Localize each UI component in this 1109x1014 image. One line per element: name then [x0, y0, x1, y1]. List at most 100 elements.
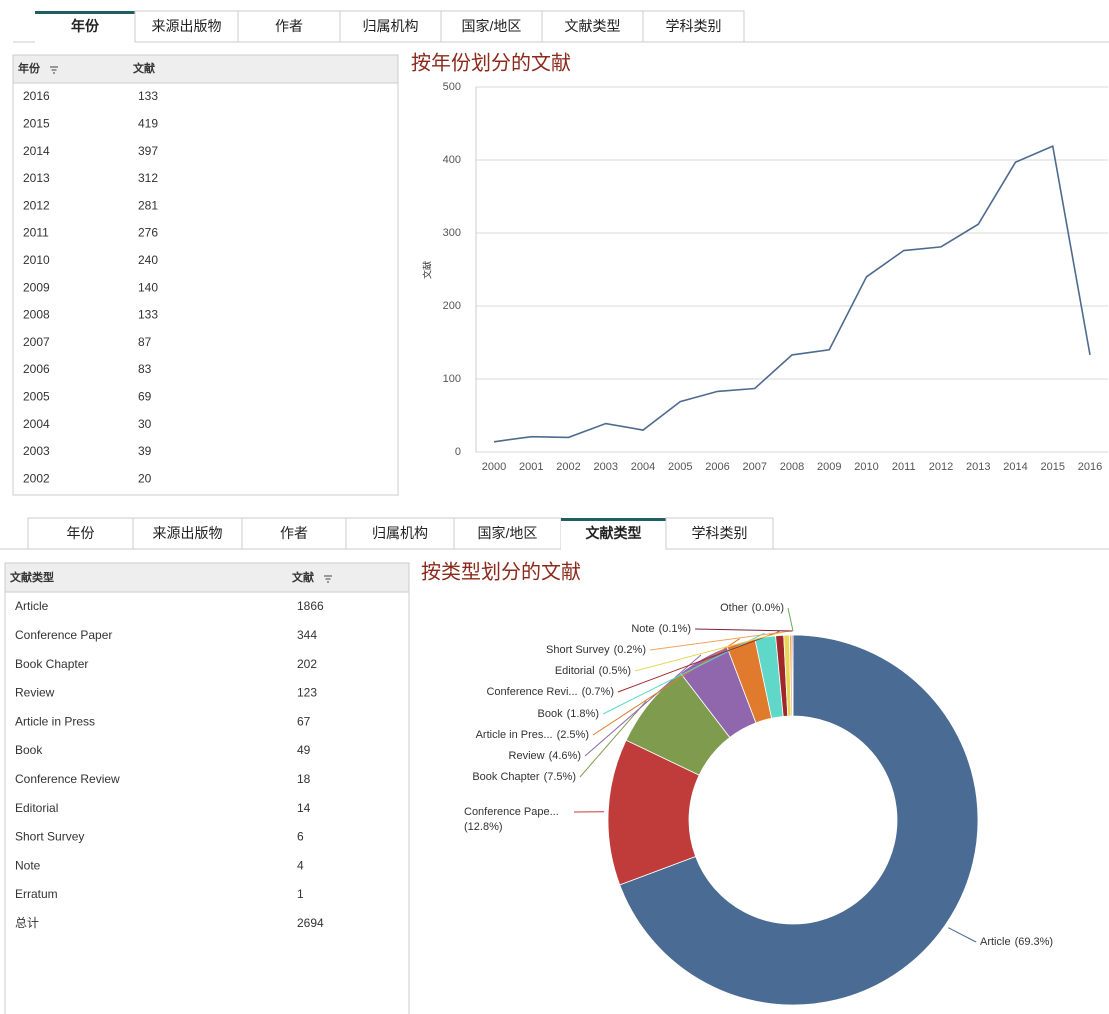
- slice-name: Conference Revi...: [486, 686, 577, 698]
- cell: 133: [138, 89, 158, 103]
- cell: 312: [138, 171, 158, 185]
- tab-label[interactable]: 文献类型: [565, 18, 621, 34]
- tab-label[interactable]: 国家/地区: [462, 18, 522, 34]
- cell: 83: [138, 362, 152, 376]
- y-tick-label: 200: [443, 300, 461, 312]
- tab-label[interactable]: 学科类别: [666, 18, 722, 34]
- x-tick-label: 2011: [892, 461, 916, 473]
- tab-label[interactable]: 年份: [67, 525, 95, 541]
- chart-title: 按年份划分的文献: [411, 51, 571, 74]
- active-tab-bar: [35, 11, 135, 14]
- column-header: 文献: [133, 61, 155, 75]
- x-tick-label: 2006: [705, 461, 729, 473]
- x-tick-label: 2003: [594, 461, 618, 473]
- slice-value: (2.5%): [557, 729, 589, 741]
- donut-slice: [619, 634, 979, 1006]
- x-tick-label: 2016: [1078, 461, 1102, 473]
- tab-label[interactable]: 来源出版物: [152, 18, 222, 34]
- cell: 18: [297, 772, 311, 786]
- cell: Article: [15, 599, 49, 613]
- slice-label: (12.8%): [464, 821, 503, 833]
- cell: 344: [297, 628, 317, 642]
- tab-label[interactable]: 来源出版物: [153, 525, 223, 541]
- slice-label: Article (69.3%): [980, 936, 1053, 948]
- cell: 2010: [23, 253, 50, 267]
- slice-label: Note (0.1%): [631, 623, 691, 635]
- x-tick-label: 2015: [1041, 461, 1065, 473]
- slice-name: Book: [538, 708, 564, 720]
- tab[interactable]: [241, 517, 347, 550]
- slice-name: Short Survey: [546, 644, 610, 656]
- slice-value: (0.7%): [582, 686, 614, 698]
- cell: 87: [138, 335, 152, 349]
- cell: 2016: [23, 89, 50, 103]
- cell: 2012: [23, 198, 50, 212]
- cell: 1866: [297, 599, 324, 613]
- y-tick-label: 500: [443, 81, 461, 93]
- cell: 总计: [15, 916, 39, 930]
- slice-name: Other: [720, 602, 748, 614]
- tab-label[interactable]: 作者: [275, 18, 303, 34]
- slice-label: Book (1.8%): [538, 708, 599, 720]
- cell: 276: [138, 226, 158, 240]
- chart-title: 按类型划分的文献: [421, 560, 581, 583]
- cell: 2009: [23, 280, 50, 294]
- leader-line: [592, 638, 740, 736]
- top-table-frame: [12, 54, 399, 496]
- tab-label[interactable]: 年份: [71, 18, 100, 34]
- tab-label[interactable]: 归属机构: [372, 525, 428, 541]
- x-tick-label: 2008: [780, 461, 804, 473]
- cell: 49: [297, 743, 311, 757]
- cell: 2003: [23, 444, 50, 458]
- sort-icon[interactable]: [50, 66, 58, 74]
- slice-label: Other (0.0%): [720, 602, 784, 614]
- slice-label: Article in Pres... (2.5%): [476, 729, 589, 741]
- x-tick-label: 2005: [668, 461, 692, 473]
- sort-icon[interactable]: [324, 575, 332, 583]
- x-tick-label: 2004: [631, 461, 655, 473]
- tab[interactable]: [665, 517, 774, 550]
- leader-line: [579, 700, 647, 778]
- slice-name: Note: [631, 623, 654, 635]
- slice-value: (0.0%): [752, 602, 784, 614]
- cell: 2694: [297, 916, 324, 930]
- bottom-table-frame: [4, 562, 410, 1014]
- cell: 2011: [23, 226, 49, 240]
- cell: 2015: [23, 116, 50, 130]
- cell: 1: [297, 887, 304, 901]
- tab-label[interactable]: 归属机构: [363, 18, 419, 34]
- tab-label[interactable]: 作者: [280, 525, 308, 541]
- cell: 2013: [23, 171, 50, 185]
- x-tick-label: 2000: [482, 461, 506, 473]
- x-tick-label: 2013: [966, 461, 990, 473]
- leader-line: [617, 631, 780, 693]
- active-tab[interactable]: [561, 518, 666, 550]
- x-tick-label: 2012: [929, 461, 953, 473]
- cell: Conference Paper: [15, 628, 112, 642]
- slice-label: Conference Pape...: [464, 806, 559, 818]
- tab[interactable]: [642, 10, 745, 43]
- slice-value: (4.6%): [549, 750, 581, 762]
- line: [493, 144, 1091, 443]
- cell: Note: [15, 858, 41, 872]
- cell: Editorial: [15, 801, 58, 815]
- leader-line: [584, 654, 702, 757]
- y-tick-label: 400: [443, 154, 461, 166]
- leader-line: [649, 630, 791, 651]
- tab[interactable]: [27, 517, 134, 550]
- active-tab[interactable]: [35, 11, 135, 43]
- cell: Conference Review: [15, 772, 120, 786]
- tab-label[interactable]: 学科类别: [692, 525, 748, 541]
- column-header: 文献类型: [10, 570, 54, 584]
- tab[interactable]: [132, 517, 243, 550]
- cell: 202: [297, 657, 317, 671]
- tab-label[interactable]: 文献类型: [586, 525, 642, 541]
- tab-label[interactable]: 国家/地区: [478, 525, 538, 541]
- cell: 2004: [23, 417, 50, 431]
- top-table-header: [12, 54, 399, 84]
- x-tick-label: 2009: [817, 461, 841, 473]
- tab[interactable]: [339, 10, 442, 43]
- y-tick-label: 100: [443, 373, 461, 385]
- tab[interactable]: [453, 517, 562, 550]
